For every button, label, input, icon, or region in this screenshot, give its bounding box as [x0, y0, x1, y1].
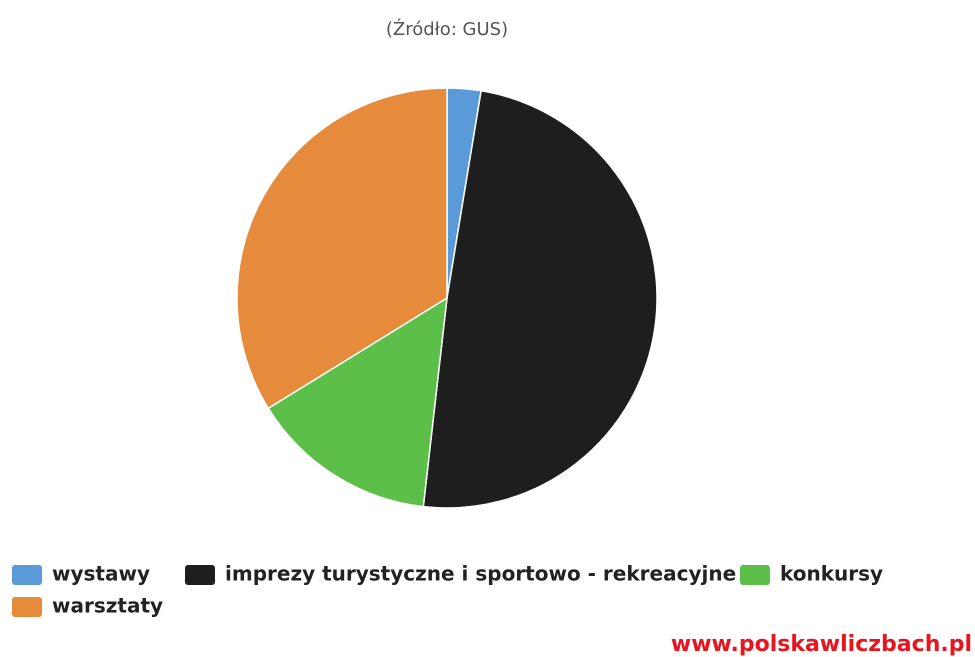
- legend-label: warsztaty: [52, 594, 163, 618]
- legend-swatch: [740, 565, 770, 585]
- legend-swatch: [12, 597, 42, 617]
- legend-label: imprezy turystyczne i sportowo - rekreac…: [225, 562, 736, 586]
- watermark: www.polskawliczbach.pl: [671, 632, 972, 657]
- chart-subtitle: (Źródło: GUS): [386, 18, 508, 40]
- legend-swatch: [185, 565, 215, 585]
- legend-swatch: [12, 565, 42, 585]
- pie-slice: [236, 87, 448, 410]
- pie-slice: [422, 89, 658, 509]
- legend-label: konkursy: [780, 562, 883, 586]
- pie-slice: [267, 296, 448, 508]
- legend-label: wystawy: [52, 562, 150, 586]
